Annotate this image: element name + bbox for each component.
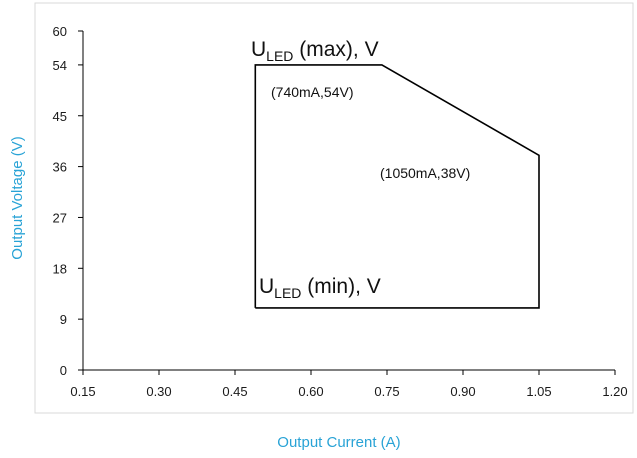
y-tick-label: 45 (53, 109, 67, 124)
operating-region-outline (254, 64, 540, 309)
y-tick-label: 54 (53, 58, 67, 73)
annotation-u-min-main: U (259, 275, 274, 298)
x-tick-label: 0.45 (222, 384, 247, 399)
y-tick-label: 27 (53, 210, 67, 225)
annotation-u-max: ULED (max), V (251, 38, 379, 64)
x-tick-label: 0.60 (298, 384, 323, 399)
x-tick-label: 1.20 (602, 384, 627, 399)
x-axis-title: Output Current (A) (277, 434, 400, 451)
x-tick-label: 0.75 (374, 384, 399, 399)
annotation-point-lower: (1050mA,38V) (380, 165, 470, 181)
x-tick-label: 0.15 (70, 384, 95, 399)
annotation-u-min: ULED (min), V (259, 275, 381, 301)
annotation-u-min-sub: LED (274, 285, 301, 301)
chart-frame (34, 2, 634, 414)
annotation-u-min-rest: (min), V (301, 275, 380, 298)
y-tick-label: 18 (53, 261, 67, 276)
annotation-point-upper: (740mA,54V) (271, 84, 353, 100)
y-tick-label: 60 (53, 24, 67, 39)
y-axis-title: Output Voltage (V) (9, 136, 26, 259)
annotation-u-max-rest: (max), V (293, 38, 378, 61)
x-tick-label: 0.90 (450, 384, 475, 399)
x-tick-labels: 0.15 0.30 0.45 0.60 0.75 0.90 1.05 1.20 (70, 370, 628, 399)
y-tick-label: 9 (60, 312, 67, 327)
y-tick-label: 0 (60, 363, 67, 378)
y-tick-label: 36 (53, 160, 67, 175)
x-tick-label: 0.30 (146, 384, 171, 399)
annotation-u-max-main: U (251, 38, 266, 61)
annotation-u-max-sub: LED (266, 48, 293, 64)
series-group (254, 64, 540, 309)
x-tick-label: 1.05 (526, 384, 551, 399)
y-tick-labels: 0 9 18 27 36 45 54 60 (53, 24, 83, 378)
